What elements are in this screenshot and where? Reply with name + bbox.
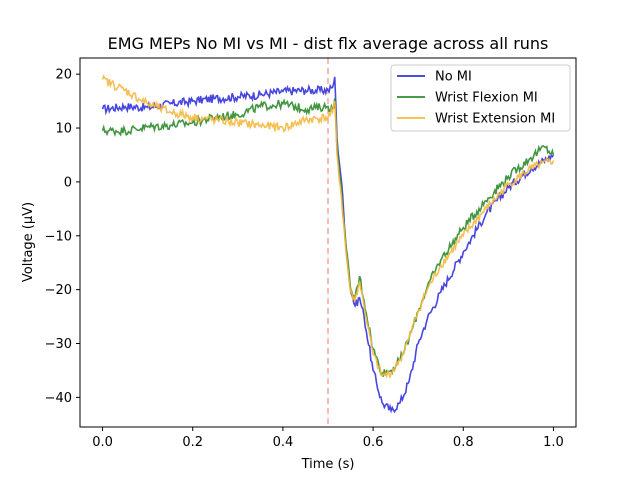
- y-tick-label: 20: [55, 68, 72, 83]
- legend-label: No MI: [435, 70, 472, 85]
- x-tick-label: 0.4: [273, 435, 294, 450]
- y-tick-label: −40: [45, 391, 72, 406]
- chart-title: EMG MEPs No MI vs MI - dist flx average …: [108, 34, 549, 53]
- legend-label: Wrist Extension MI: [435, 112, 555, 127]
- plot-area: [101, 58, 555, 427]
- x-axis-label: Time (s): [301, 457, 355, 472]
- legend: No MI Wrist Flexion MI Wrist Extension MI: [390, 64, 571, 132]
- y-tick-label: −30: [45, 337, 72, 352]
- x-tick-label: 1.0: [543, 435, 564, 450]
- series-line-wrist-flexion-mi: [101, 98, 555, 377]
- x-tick-label: 0.6: [363, 435, 384, 450]
- series-line-no-mi: [101, 76, 555, 414]
- y-tick-label: −20: [45, 283, 72, 298]
- x-tick-label: 0.2: [182, 435, 203, 450]
- y-tick-label: 0: [64, 175, 72, 190]
- x-tick-label: 0.0: [92, 435, 113, 450]
- y-axis-label: Voltage (μV): [21, 202, 36, 282]
- y-tick-label: 10: [55, 122, 72, 137]
- legend-box: [390, 64, 571, 132]
- y-tick-label: −10: [45, 229, 72, 244]
- series-line-wrist-extension-mi: [101, 74, 555, 379]
- plot-frame: [79, 57, 577, 428]
- x-tick-label: 0.8: [453, 435, 474, 450]
- legend-label: Wrist Flexion MI: [435, 91, 538, 106]
- axes: 0.0 0.2 0.4 0.6 0.8 1.0 −40 −30 −20 −10 0 10 20: [45, 68, 564, 450]
